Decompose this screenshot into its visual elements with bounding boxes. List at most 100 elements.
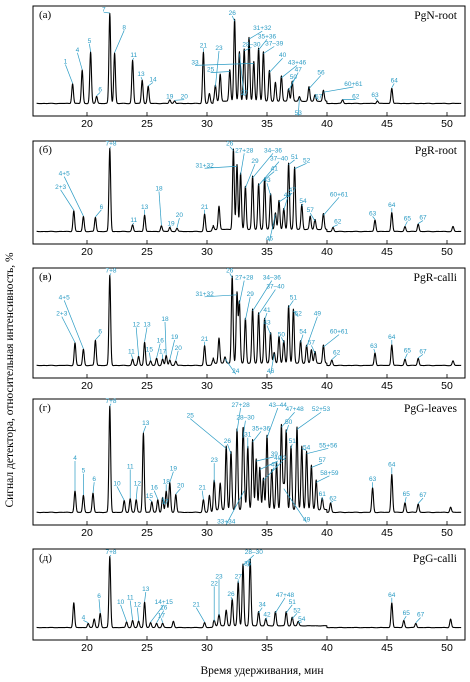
peak-label: 45 <box>271 461 279 468</box>
peak-leader-line <box>323 334 340 348</box>
x-tick-label: 25 <box>141 118 153 130</box>
peak-label: 42 <box>263 612 271 619</box>
peak-label: 21 <box>199 485 207 492</box>
peak-label: 64 <box>388 592 396 599</box>
peak-label: 25 <box>207 67 215 74</box>
x-tick-label: 45 <box>381 380 393 392</box>
chromatogram-trace <box>36 555 462 629</box>
peak-leader-line <box>83 620 89 624</box>
peak-label: 60+61 <box>344 81 363 88</box>
peak-leader-line <box>278 192 293 203</box>
peak-label: 18 <box>161 316 169 323</box>
peak-leader-line <box>263 460 283 481</box>
peak-leader-line <box>135 486 138 500</box>
peak-label: 19 <box>171 334 179 341</box>
x-tick-label: 40 <box>321 642 333 654</box>
peak-label: 28–30 <box>236 415 254 422</box>
peak-label: 13 <box>141 204 149 211</box>
x-axis-title: Время удерживания, мин <box>200 665 323 677</box>
x-tick-label: 25 <box>141 642 153 654</box>
peak-leader-line <box>204 165 238 169</box>
peak-leader-line <box>266 407 279 438</box>
peak-label: 57 <box>307 207 315 214</box>
peak-label: 55+56 <box>319 442 338 449</box>
peak-label: 28–30 <box>242 41 260 48</box>
peak-leader-line <box>63 176 84 217</box>
peak-label: 27+28 <box>235 275 254 282</box>
peak-label: 22 <box>211 580 219 587</box>
peak-label: 47+48 <box>276 592 295 599</box>
peak-label: 8 <box>122 24 126 31</box>
peak-label: 4+5 <box>59 294 70 301</box>
panel-frame <box>32 548 466 641</box>
peak-label: 43 <box>263 320 271 327</box>
peak-leader-line <box>252 431 262 443</box>
peak-leader-line <box>415 617 421 623</box>
peak-leader-line <box>114 30 125 53</box>
peak-leader-line <box>288 72 299 91</box>
peak-leader-line <box>210 71 230 73</box>
peak-leader-line <box>403 616 407 621</box>
x-tick-label: 35 <box>261 527 273 539</box>
peak-label: 64 <box>391 77 399 84</box>
peak-label: 63 <box>371 92 379 99</box>
peak-label: 65 <box>404 348 412 355</box>
chromatogram-trace <box>36 147 462 233</box>
peak-leader-line <box>65 64 73 84</box>
peak-label: 67 <box>419 215 427 222</box>
peak-leader-line <box>61 316 76 343</box>
peak-label: 49 <box>314 311 322 318</box>
peak-label: 4 <box>76 47 80 54</box>
chromatogram-panel: (б) PgR-root 20 25 30 35 40 45 50 2+3 4+5 6 7+8 11 13 1… <box>32 140 466 258</box>
peak-leader-line <box>137 607 139 621</box>
peak-leader-line <box>291 79 294 84</box>
peak-leader-line <box>143 425 147 433</box>
peak-leader-line <box>330 500 334 503</box>
peak-leader-line <box>252 280 273 312</box>
peak-leader-line <box>162 497 166 505</box>
x-tick-label: 45 <box>381 527 393 539</box>
peak-label: 39 <box>271 451 279 458</box>
peak-leader-line <box>391 83 395 88</box>
peak-label: 14 <box>149 77 157 84</box>
x-tick-label: 25 <box>141 380 153 392</box>
peak-leader-line <box>404 496 407 503</box>
peak-label: 50 <box>278 331 286 338</box>
peak-label: 4 <box>82 614 86 621</box>
peak-leader-line <box>372 216 376 220</box>
peak-label: 27+28 <box>235 147 254 154</box>
panel-letter: (б) <box>39 144 52 156</box>
peak-label: 18 <box>155 186 163 193</box>
x-tick-label: 40 <box>321 246 333 258</box>
peak-label: 43–44 <box>269 402 287 409</box>
chromatogram-trace <box>36 405 462 514</box>
panel-title: PgR-root <box>415 145 458 157</box>
peak-leader-line <box>229 273 233 278</box>
peak-leader-line <box>258 161 280 186</box>
peak-leader-line <box>311 345 316 354</box>
peak-label: 43 <box>263 177 271 184</box>
peak-leader-line <box>144 327 148 342</box>
x-tick-label: 20 <box>81 642 93 654</box>
panel-title: PgN-root <box>414 10 458 22</box>
peak-label: 31+32 <box>195 162 214 169</box>
peak-leader-line <box>131 354 133 359</box>
peak-label: 13 <box>137 71 145 78</box>
x-tick-label: 25 <box>141 246 153 258</box>
panel-title: PgG-leaves <box>404 403 458 415</box>
peak-leader-line <box>224 358 237 375</box>
panel-title: PgR-calli <box>414 272 457 284</box>
peak-label: 17 <box>161 498 169 505</box>
peak-label: 51 <box>290 294 298 301</box>
peak-label: 35 <box>244 561 252 568</box>
peak-label: 42 <box>279 455 287 462</box>
peak-label: 54 <box>298 616 306 623</box>
peak-label: 33+34 <box>217 519 236 526</box>
chromatogram-trace <box>36 274 462 367</box>
peak-label: 13 <box>142 586 150 593</box>
peak-label: 4+5 <box>59 171 70 178</box>
peak-leader-line <box>293 310 299 317</box>
peak-label: 12 <box>134 480 142 487</box>
peak-leader-line <box>245 296 251 321</box>
